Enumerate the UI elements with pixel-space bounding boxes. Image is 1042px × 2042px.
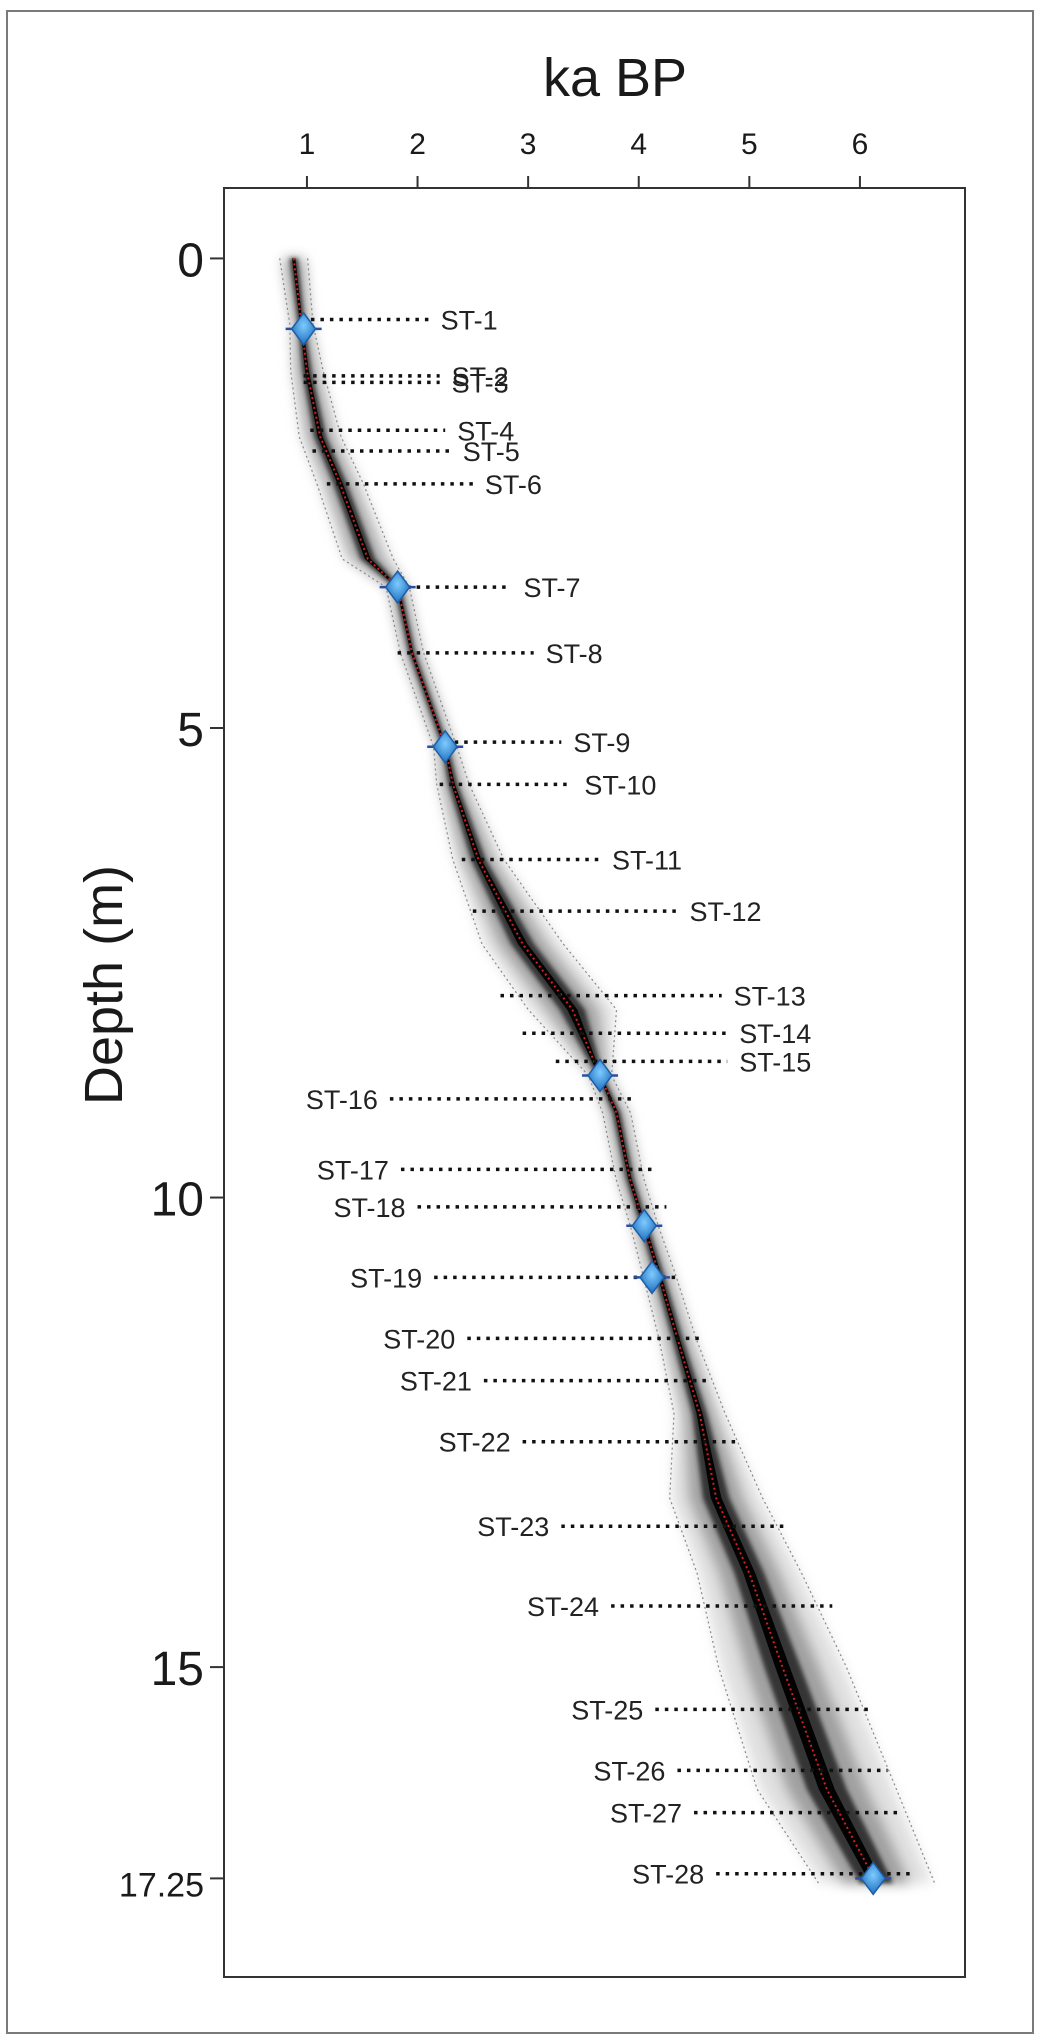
sample-label: ST-26: [593, 1756, 665, 1786]
dated-point: [855, 1861, 892, 1896]
sample-marker: ST-27: [610, 1799, 899, 1829]
sample-label: ST-22: [439, 1428, 511, 1458]
sample-marker: ST-26: [593, 1756, 888, 1786]
sample-marker: ST-25: [571, 1695, 871, 1725]
sample-label: ST-6: [485, 470, 542, 500]
x-tick-label: 5: [741, 128, 758, 161]
sample-marker: ST-18: [333, 1193, 667, 1223]
sample-marker: ST-2: [303, 362, 509, 392]
dated-point-diamond: [384, 569, 411, 605]
x-tick-label: 3: [520, 128, 537, 161]
sample-marker: ST-16: [306, 1085, 634, 1115]
sample-marker: ST-20: [383, 1324, 700, 1354]
sample-marker: ST-19: [350, 1263, 678, 1293]
x-axis-title: ka BP: [543, 48, 687, 108]
sample-marker: ST-23: [477, 1512, 789, 1542]
sample-label: ST-25: [571, 1695, 643, 1725]
sample-label: ST-14: [739, 1019, 811, 1049]
sample-marker: ST-8: [397, 639, 603, 669]
sample-marker: ST-28: [632, 1860, 910, 1890]
dated-point-diamond: [860, 1861, 887, 1896]
sample-label: ST-12: [689, 897, 761, 927]
sample-label: ST-1: [441, 305, 498, 335]
median-line: [292, 258, 878, 1884]
dated-point-diamond: [631, 1208, 658, 1243]
figure-frame: [6, 10, 1034, 2034]
y-tick-label: 10: [151, 1174, 204, 1227]
sample-label: ST-24: [527, 1592, 599, 1622]
y-tick-label: 17.25: [119, 1866, 204, 1904]
sample-label: ST-18: [333, 1193, 405, 1223]
dated-points: [285, 311, 892, 1896]
sample-label: ST-5: [463, 437, 520, 467]
sample-label: ST-2: [452, 362, 509, 392]
sample-label: ST-8: [546, 639, 603, 669]
x-tick-label: 4: [630, 128, 647, 161]
sample-marker: ST-22: [439, 1428, 739, 1458]
sample-marker: ST-7: [397, 573, 581, 603]
sample-marker: ST-21: [400, 1367, 711, 1397]
y-tick-label: 0: [177, 234, 204, 287]
sample-label: ST-15: [739, 1047, 811, 1077]
x-tick-label: 2: [409, 128, 426, 161]
sample-marker: ST-4: [310, 416, 514, 446]
sample-label: ST-20: [383, 1324, 455, 1354]
sample-marker: ST-11: [461, 845, 682, 875]
y-tick-label: 5: [177, 704, 204, 757]
sample-label: ST-16: [306, 1085, 378, 1115]
axes: 1 2 3 4 5 6 0 5 10 15 17.25: [119, 128, 868, 1904]
sample-marker: ST-5: [312, 437, 520, 467]
sample-marker: ST-17: [317, 1155, 656, 1185]
sample-marker: ST-14: [522, 1019, 811, 1049]
y-axis-title: Depth (m): [74, 865, 134, 1105]
sample-marker: ST-13: [500, 982, 806, 1012]
dated-point: [379, 569, 416, 605]
sample-label: ST-9: [573, 728, 630, 758]
envelope-outline: [279, 258, 820, 1884]
x-tick-label: 1: [299, 128, 316, 161]
sample-marker: ST-6: [326, 470, 542, 500]
dated-point-diamond: [639, 1260, 665, 1295]
dated-point: [285, 311, 322, 347]
dated-point: [626, 1208, 663, 1243]
sample-markers: ST-1 ST-2ST-3 ST-4ST-5ST-6 ST-7 ST-8 ST-9 ST-1…: [301, 305, 910, 1890]
sample-label: ST-19: [350, 1263, 422, 1293]
dated-point: [634, 1260, 671, 1295]
sample-marker: ST-9: [445, 728, 630, 758]
sample-label: ST-23: [477, 1512, 549, 1542]
envelope-outline: [307, 258, 936, 1884]
sample-label: ST-7: [524, 573, 581, 603]
sample-marker: ST-24: [527, 1592, 833, 1622]
sample-marker: ST-3: [303, 368, 509, 398]
sample-marker: ST-1: [301, 305, 498, 335]
sample-marker: ST-10: [439, 770, 656, 800]
sample-label: ST-21: [400, 1367, 472, 1397]
x-tick-label: 6: [852, 128, 869, 161]
dated-point: [582, 1058, 619, 1093]
sample-label: ST-13: [734, 982, 806, 1012]
dated-point-diamond: [587, 1058, 613, 1093]
y-tick-label: 15: [151, 1643, 204, 1696]
sample-marker: ST-12: [472, 897, 761, 927]
sample-marker: ST-15: [555, 1047, 811, 1077]
sample-label: ST-11: [612, 845, 682, 875]
sample-label: ST-4: [457, 416, 514, 446]
sample-label: ST-27: [610, 1799, 682, 1829]
sample-label: ST-3: [452, 368, 509, 398]
plot-area: [223, 187, 966, 1978]
dated-point-diamond: [432, 729, 459, 765]
sample-label: ST-17: [317, 1155, 389, 1185]
dated-point: [427, 729, 464, 765]
sample-label: ST-28: [632, 1860, 704, 1890]
dated-point-diamond: [290, 311, 317, 347]
sample-label: ST-10: [584, 770, 656, 800]
